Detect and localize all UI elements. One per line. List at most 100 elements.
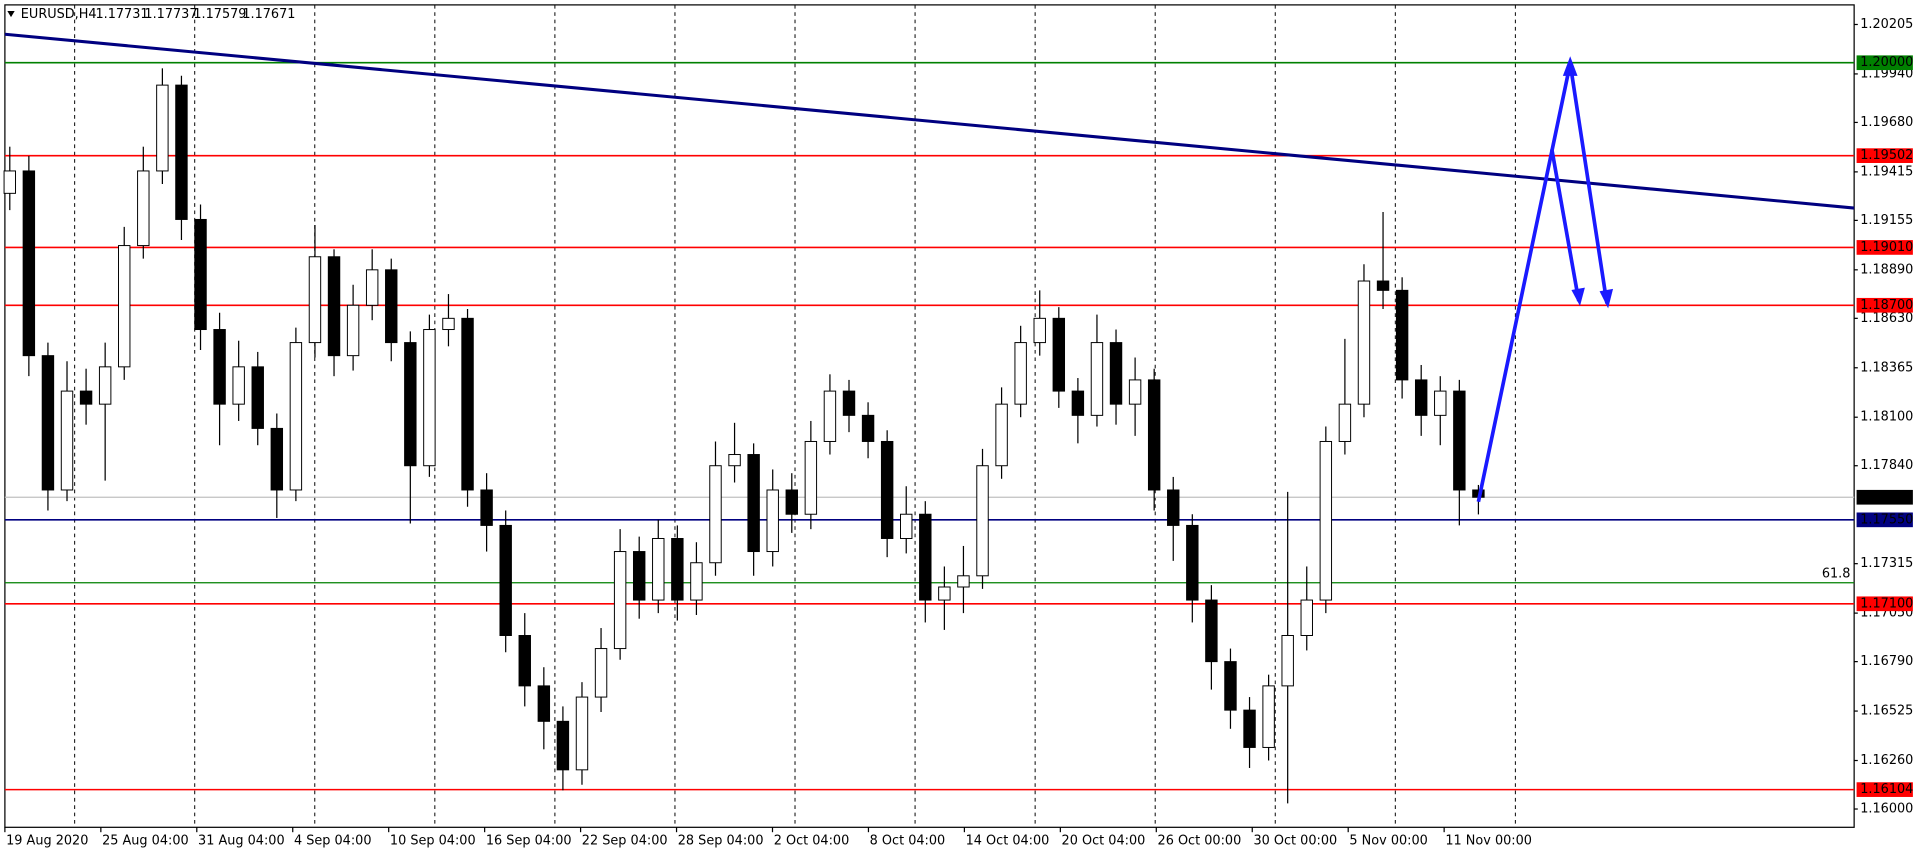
candle-body bbox=[327, 256, 341, 357]
y-tick-label: 1.16525 bbox=[1860, 704, 1913, 719]
level-label: 1.16104 bbox=[1860, 782, 1913, 797]
y-tick-label: 1.18630 bbox=[1860, 311, 1913, 326]
plot-frame bbox=[4, 4, 1855, 828]
candle-body bbox=[1147, 379, 1161, 491]
x-tick-label: 19 Aug 2020 bbox=[6, 833, 88, 848]
candle-body bbox=[1338, 403, 1352, 442]
candle-body bbox=[1167, 489, 1180, 526]
level-label: 1.18700 bbox=[1860, 298, 1913, 313]
candle-body bbox=[1224, 661, 1237, 711]
forecast-path bbox=[1550, 148, 1581, 302]
x-tick-label: 26 Oct 00:00 bbox=[1158, 833, 1242, 848]
candle-body bbox=[1205, 599, 1218, 663]
y-tick-label: 1.16790 bbox=[1860, 654, 1913, 669]
fib-label: 61.8 bbox=[1822, 567, 1851, 582]
candle-body bbox=[79, 390, 93, 405]
candle-body bbox=[251, 366, 264, 429]
candle-body bbox=[461, 317, 474, 491]
candle-body bbox=[308, 256, 322, 344]
candle-body bbox=[861, 414, 875, 442]
candle-body bbox=[1014, 342, 1027, 405]
candle-body bbox=[804, 440, 818, 515]
level-label: 1.19010 bbox=[1860, 240, 1913, 255]
candle-body bbox=[289, 342, 303, 491]
level-label: 1.17550 bbox=[1860, 512, 1913, 527]
candle-body bbox=[404, 342, 417, 467]
candle-body bbox=[499, 524, 512, 636]
level-label: 1.17100 bbox=[1860, 596, 1913, 611]
y-tick-label: 1.19155 bbox=[1860, 213, 1913, 228]
y-tick-label: 1.16260 bbox=[1860, 753, 1913, 768]
candle-body bbox=[766, 489, 779, 553]
candle-body bbox=[3, 170, 17, 194]
candles bbox=[3, 68, 1485, 804]
candle-body bbox=[652, 537, 665, 601]
level-tag bbox=[1856, 148, 1913, 163]
header-value: 1.17737 bbox=[144, 7, 197, 22]
candle-body bbox=[632, 551, 646, 601]
candle-body bbox=[270, 427, 284, 491]
x-tick-label: 10 Sep 04:00 bbox=[390, 833, 476, 848]
y-tick-label: 1.17840 bbox=[1860, 458, 1913, 473]
x-tick-label: 14 Oct 04:00 bbox=[966, 833, 1050, 848]
x-tick-label: 2 Oct 04:00 bbox=[774, 833, 850, 848]
candle-body bbox=[1434, 390, 1447, 416]
level-tag bbox=[1856, 512, 1913, 528]
candle-body bbox=[938, 586, 951, 601]
x-tick-label: 25 Aug 04:00 bbox=[102, 833, 189, 848]
candle-body bbox=[976, 465, 989, 577]
candle-body bbox=[1453, 390, 1466, 491]
header-value: 1.17671 bbox=[242, 7, 295, 22]
header-value: 1.17731 bbox=[95, 7, 148, 22]
x-tick-label: 16 Sep 04:00 bbox=[486, 833, 572, 848]
header-value: 1.17579 bbox=[193, 7, 246, 22]
level-tag bbox=[1856, 240, 1913, 255]
candle-body bbox=[346, 304, 360, 357]
x-tick-label: 11 Nov 00:00 bbox=[1445, 833, 1532, 848]
forecast-arrows bbox=[1476, 56, 1614, 503]
candle-body bbox=[1414, 379, 1428, 416]
candle-body bbox=[365, 269, 379, 306]
candle-body bbox=[575, 696, 589, 771]
candle-body bbox=[1186, 524, 1199, 601]
y-tick-label: 1.19415 bbox=[1860, 164, 1913, 179]
candle-body bbox=[480, 489, 493, 526]
menu-triangle[interactable] bbox=[7, 11, 15, 18]
candle-body bbox=[232, 366, 245, 405]
candle-body bbox=[556, 720, 570, 771]
current-price-tag bbox=[1856, 489, 1913, 505]
y-tick-label: 1.17315 bbox=[1860, 556, 1913, 571]
candle-body bbox=[213, 329, 226, 405]
level-tag bbox=[1856, 596, 1913, 612]
y-tick-label: 1.16000 bbox=[1860, 802, 1913, 817]
x-tick-label: 8 Oct 04:00 bbox=[870, 833, 946, 848]
candle-body bbox=[194, 218, 207, 331]
level-tag bbox=[1856, 297, 1913, 313]
x-tick-label: 4 Sep 04:00 bbox=[294, 833, 372, 848]
candle-body bbox=[1109, 342, 1123, 405]
level-tag bbox=[1856, 782, 1913, 797]
axes: 1.20205 1.19940 1.19680 1.19415 1.19155 1.188… bbox=[4, 17, 1913, 848]
candle-body bbox=[823, 390, 837, 442]
candle-body bbox=[613, 551, 627, 650]
arrow-head bbox=[1599, 288, 1614, 309]
candle-body bbox=[957, 575, 970, 588]
level-label: 1.19502 bbox=[1860, 148, 1913, 163]
x-tick-label: 31 Aug 04:00 bbox=[198, 833, 285, 848]
candle-body bbox=[1071, 390, 1085, 416]
candle-body bbox=[537, 685, 551, 722]
candle-body bbox=[1300, 599, 1313, 636]
y-tick-label: 1.18365 bbox=[1860, 360, 1913, 375]
candle-body bbox=[1262, 685, 1275, 748]
candle-body bbox=[98, 366, 112, 405]
candle-body bbox=[995, 403, 1008, 467]
x-tick-label: 30 Oct 00:00 bbox=[1253, 833, 1337, 848]
level-tag bbox=[1856, 55, 1913, 71]
candle-body bbox=[785, 489, 798, 515]
candle-body bbox=[747, 454, 760, 553]
y-tick-label: 1.18890 bbox=[1860, 262, 1913, 277]
candle-body bbox=[1281, 635, 1294, 687]
